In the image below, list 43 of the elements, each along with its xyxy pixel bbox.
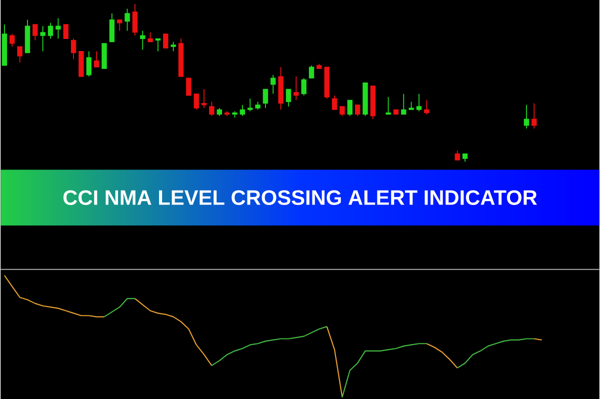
candlestick <box>132 3 138 36</box>
candlestick <box>454 150 460 160</box>
candlestick <box>424 100 430 115</box>
candlestick <box>32 24 38 41</box>
candlestick <box>340 106 345 116</box>
candlestick <box>209 101 214 116</box>
candlestick <box>294 76 299 101</box>
candlestick <box>155 38 161 52</box>
candlestick <box>70 38 76 60</box>
candlestick <box>63 24 68 39</box>
candlestick <box>10 33 15 47</box>
candlestick <box>116 19 122 32</box>
candlestick <box>56 18 61 40</box>
candlestick <box>301 78 306 96</box>
candlestick <box>401 93 406 115</box>
candlestick <box>86 50 92 77</box>
candlestick <box>201 88 207 108</box>
candlestick <box>186 78 192 96</box>
text: CCI NMA LEVEL CROSSING ALERT INDICATOR <box>63 190 537 205</box>
candlestick <box>48 22 54 40</box>
candlestick <box>416 93 422 112</box>
candlestick <box>386 96 391 115</box>
candlestick <box>140 30 146 50</box>
candlestick <box>286 88 292 107</box>
candlestick <box>248 98 253 112</box>
candlestick <box>524 104 530 129</box>
candlestick <box>347 100 353 116</box>
candlestick <box>17 46 22 63</box>
candlestick <box>262 88 268 108</box>
candlestick <box>532 102 537 129</box>
candlestick <box>332 94 338 110</box>
candlestick <box>94 50 100 68</box>
candlestick <box>40 26 46 52</box>
candlestick <box>109 12 115 42</box>
candlestick <box>308 64 314 78</box>
candlestick <box>270 74 276 94</box>
candlestick <box>124 8 130 32</box>
candlestick <box>163 33 168 48</box>
candlestick <box>194 93 199 110</box>
candlestick <box>354 104 360 116</box>
candlestick <box>240 104 246 116</box>
candlestick <box>170 41 176 52</box>
candlestick <box>148 32 153 42</box>
